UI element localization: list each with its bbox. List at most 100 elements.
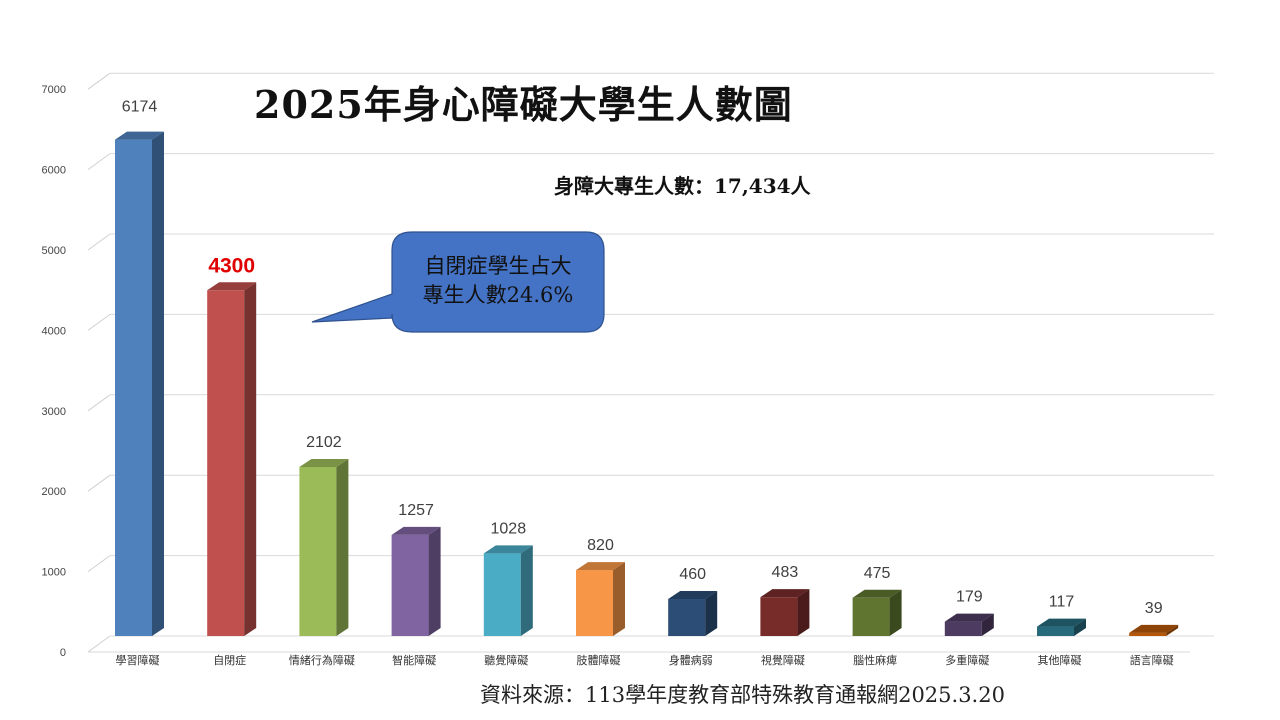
- value-label: 1028: [491, 520, 527, 537]
- value-label: 820: [587, 537, 614, 554]
- bar-top: [391, 526, 441, 535]
- value-label: 4300: [208, 254, 255, 277]
- bar-語言障礙: [1129, 624, 1179, 636]
- bar-side: [797, 589, 810, 636]
- y-tick-label: 7000: [42, 84, 66, 96]
- bar-top: [299, 458, 349, 467]
- y-tick-label: 6000: [42, 165, 66, 177]
- bar-side: [613, 562, 625, 636]
- category-label: 自閉症: [213, 653, 246, 667]
- category-label: 身體病弱: [669, 653, 713, 667]
- bars: [115, 131, 1179, 636]
- bar-top: [576, 562, 625, 571]
- bar-智能障礙: [391, 526, 441, 636]
- bar-聽覺障礙: [483, 545, 533, 636]
- category-label: 肢體障礙: [577, 653, 621, 667]
- gridline-diag: [87, 233, 111, 251]
- gridline-diag: [87, 313, 111, 331]
- y-tick-label: 3000: [42, 406, 66, 418]
- value-label: 6174: [122, 99, 158, 116]
- value-label: 483: [772, 564, 799, 581]
- value-label: 475: [864, 565, 891, 582]
- category-labels: 學習障礙 自閉症 情緒行為障礙 智能障礙 聽覺障礙 肢體障礙 身體病弱 視覺障礙 腦性麻痺 多重障…: [116, 653, 1174, 667]
- bar-front: [760, 597, 798, 636]
- bar-多重障礙: [944, 613, 994, 636]
- category-label: 智能障礙: [392, 653, 436, 667]
- bar-side: [336, 458, 349, 636]
- bar-side: [520, 545, 533, 636]
- bar-front: [115, 139, 152, 636]
- chart-title: 2025年身心障礙大學生人數圖: [254, 82, 793, 127]
- bar-front: [1129, 632, 1167, 636]
- value-label: 39: [1145, 600, 1163, 617]
- data-source-note: 資料來源：113學年度教育部特殊教育通報網2025.3.20: [480, 683, 1005, 707]
- bar-side: [152, 131, 164, 636]
- bar-top: [760, 589, 810, 598]
- bar-top: [1129, 624, 1179, 633]
- bar-front: [852, 597, 890, 636]
- bar-top: [483, 545, 533, 554]
- y-tick-label: 1000: [42, 567, 66, 579]
- bar-top: [944, 613, 994, 622]
- callout-shape: [311, 231, 605, 333]
- bar-side: [1074, 618, 1086, 636]
- bar-front: [299, 466, 337, 636]
- bar-front: [1037, 626, 1074, 636]
- gridline-diag: [87, 72, 111, 90]
- gridline-diag: [87, 555, 111, 573]
- bar-身體病弱: [668, 591, 718, 636]
- bar-side: [428, 526, 441, 636]
- value-label: 1257: [398, 502, 434, 519]
- category-label: 學習障礙: [116, 653, 160, 667]
- bar-top: [207, 282, 257, 291]
- value-label: 2102: [306, 434, 342, 451]
- category-label: 聽覺障礙: [484, 653, 528, 667]
- category-label: 其他障礙: [1038, 653, 1082, 667]
- callout-text: 自閉症學生占大 專生人數24.6%: [393, 252, 603, 310]
- bar-情緒行為障礙: [299, 458, 349, 636]
- callout-bubble: [311, 231, 605, 333]
- bar-side: [244, 282, 257, 636]
- value-labels: 6174 4300 2102 1257 1028 820 460 483 475 179 117 39: [122, 99, 1163, 617]
- bar-side: [705, 591, 718, 636]
- bar-front: [391, 534, 429, 636]
- gridline-diag: [87, 153, 111, 171]
- bar-其他障礙: [1037, 618, 1086, 636]
- category-label: 情緒行為障礙: [289, 653, 355, 667]
- bar-front: [483, 553, 521, 636]
- bar-學習障礙: [115, 131, 164, 636]
- category-label: 語言障礙: [1130, 653, 1174, 667]
- value-label: 460: [679, 566, 706, 583]
- bar-肢體障礙: [576, 562, 625, 636]
- y-tick-label: 0: [60, 647, 66, 659]
- value-label: 179: [956, 589, 983, 606]
- bar-視覺障礙: [760, 589, 810, 636]
- gridlines: [87, 72, 1214, 653]
- bar-front: [207, 290, 245, 636]
- bar-front: [576, 570, 613, 636]
- bar-自閉症: [207, 282, 257, 636]
- callout-line-1: 自閉症學生占大: [424, 254, 572, 278]
- gridline-diag: [87, 474, 111, 492]
- total-students-annotation: 身障大專生人數：17,434人: [554, 174, 811, 198]
- bar-top: [115, 131, 164, 140]
- bar-top: [668, 591, 718, 600]
- y-tick-label: 2000: [42, 486, 66, 498]
- bar-side: [1166, 624, 1179, 636]
- category-label: 多重障礙: [945, 653, 989, 667]
- category-label: 視覺障礙: [761, 653, 805, 667]
- bar-side: [981, 613, 994, 636]
- category-label: 腦性麻痺: [853, 653, 897, 667]
- bar-front: [668, 599, 706, 636]
- value-label: 117: [1049, 594, 1075, 611]
- y-axis-ticks: 0 1000 2000 3000 4000 5000 6000 7000: [42, 84, 66, 659]
- bar-side: [889, 589, 902, 636]
- bar-top: [852, 589, 902, 598]
- bar-front: [944, 621, 982, 636]
- y-tick-label: 4000: [42, 325, 66, 337]
- bar-top: [1037, 618, 1086, 627]
- gridline-diag: [87, 635, 111, 653]
- bar-腦性麻痺: [852, 589, 902, 636]
- y-tick-label: 5000: [42, 245, 66, 257]
